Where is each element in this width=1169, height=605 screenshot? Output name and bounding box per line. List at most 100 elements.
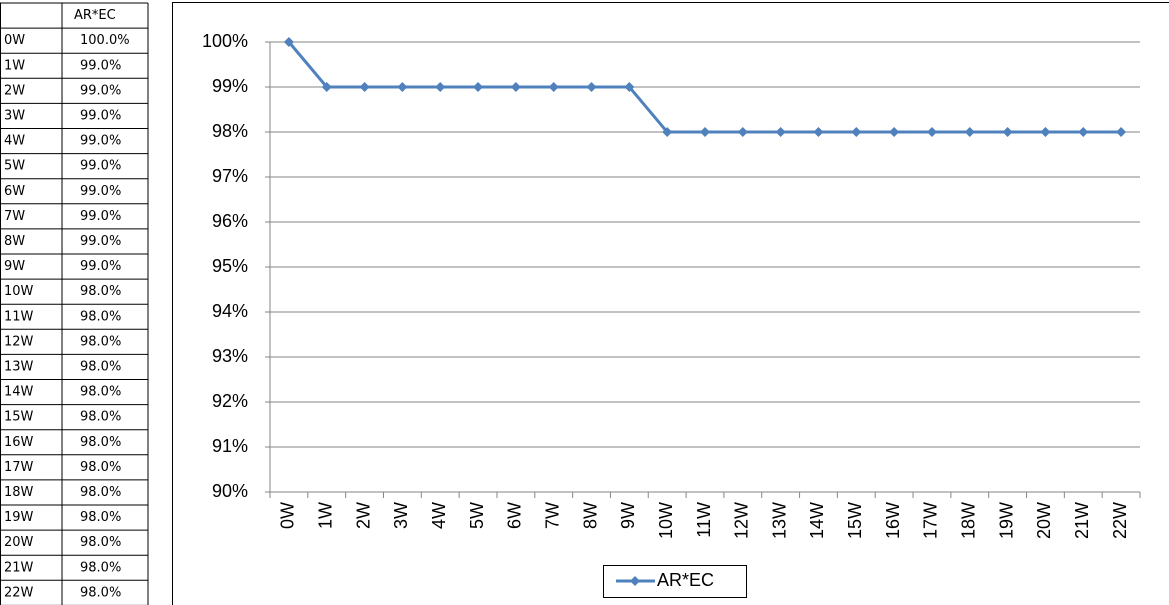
- row-header: 8W: [4, 234, 25, 249]
- table-value: 98.0%: [80, 560, 121, 575]
- legend-marker: [630, 576, 640, 586]
- data-point: [926, 127, 937, 137]
- table-value: 98.0%: [80, 435, 121, 450]
- data-point: [813, 127, 824, 137]
- x-tick-label: 11W: [694, 502, 714, 538]
- data-point: [775, 127, 786, 137]
- table-value: 98.0%: [80, 585, 121, 600]
- x-tick-label: 18W: [959, 502, 979, 539]
- x-tick-label: 13W: [769, 502, 789, 539]
- x-tick-label: 17W: [921, 502, 941, 539]
- row-header: 3W: [4, 108, 25, 123]
- x-tick-label: 10W: [656, 502, 676, 539]
- row-header: 10W: [4, 284, 34, 299]
- data-point: [964, 127, 975, 137]
- x-tick-label: 0W: [278, 502, 298, 529]
- table-value: 98.0%: [80, 460, 121, 475]
- x-tick-label: 6W: [505, 502, 525, 529]
- data-point: [662, 127, 673, 137]
- data-point: [700, 127, 710, 137]
- y-tick-label: 100%: [202, 31, 248, 51]
- x-tick-label: 22W: [1110, 502, 1130, 539]
- x-tick-label: 7W: [542, 502, 562, 529]
- y-tick-label: 99%: [212, 76, 248, 96]
- data-point: [397, 82, 408, 92]
- data-point: [851, 127, 862, 137]
- row-header: 15W: [4, 410, 34, 425]
- row-header: 18W: [4, 485, 34, 500]
- data-point: [586, 82, 597, 92]
- table-value: 99.0%: [80, 234, 121, 249]
- row-header: 5W: [4, 159, 25, 174]
- y-tick-label: 90%: [212, 481, 248, 501]
- x-tick-label: 19W: [996, 502, 1016, 539]
- data-point: [624, 82, 635, 92]
- row-header: 2W: [4, 83, 25, 98]
- row-header: 12W: [4, 334, 34, 349]
- table-value: 99.0%: [80, 108, 121, 123]
- row-header: 13W: [4, 359, 34, 374]
- y-tick-label: 97%: [212, 166, 248, 186]
- x-tick-label: 4W: [429, 502, 449, 529]
- x-tick-label: 16W: [883, 502, 903, 539]
- y-tick-label: 96%: [212, 211, 248, 231]
- x-tick-label: 2W: [353, 502, 373, 529]
- table-value: 98.0%: [80, 334, 121, 349]
- table-value: 99.0%: [80, 159, 121, 174]
- x-tick-label: 12W: [732, 502, 752, 539]
- x-tick-label: 5W: [467, 502, 487, 529]
- table-value: 99.0%: [80, 259, 121, 274]
- legend-label: AR*EC: [657, 570, 714, 590]
- x-tick-label: 15W: [845, 502, 865, 539]
- row-header: 7W: [4, 209, 25, 224]
- y-tick-label: 95%: [212, 256, 248, 276]
- table-value: 98.0%: [80, 485, 121, 500]
- data-point: [283, 37, 294, 47]
- table-value: 98.0%: [80, 284, 121, 299]
- x-tick-label: 14W: [807, 502, 827, 539]
- data-point: [321, 82, 332, 92]
- table-value: 98.0%: [80, 359, 121, 374]
- chart-frame: [172, 2, 1169, 605]
- table-value: 99.0%: [80, 58, 121, 73]
- table-value: 99.0%: [80, 209, 121, 224]
- data-point: [548, 82, 559, 92]
- x-tick-label: 20W: [1034, 502, 1054, 539]
- row-header: 16W: [4, 435, 34, 450]
- data-point: [1040, 127, 1051, 137]
- y-tick-label: 92%: [212, 391, 248, 411]
- table-value: 98.0%: [80, 309, 121, 324]
- x-tick-label: 8W: [580, 502, 600, 529]
- row-header: 1W: [4, 58, 25, 73]
- table-value: 99.0%: [80, 83, 121, 98]
- row-header: 21W: [4, 560, 34, 575]
- data-point: [737, 127, 748, 137]
- table-value: 98.0%: [80, 535, 121, 550]
- data-point: [1002, 127, 1013, 137]
- table-value: 98.0%: [80, 385, 121, 400]
- x-tick-label: 1W: [315, 502, 335, 529]
- data-point: [359, 82, 370, 92]
- y-tick-label: 93%: [212, 346, 248, 366]
- y-tick-label: 94%: [212, 301, 248, 321]
- y-tick-label: 98%: [212, 121, 248, 141]
- column-header: AR*EC: [74, 8, 116, 23]
- y-tick-label: 91%: [212, 436, 248, 456]
- row-header: 20W: [4, 535, 34, 550]
- table-value: 98.0%: [80, 510, 121, 525]
- row-header: 19W: [4, 510, 34, 525]
- x-tick-label: 9W: [618, 502, 638, 529]
- table-value: 100.0%: [80, 33, 130, 48]
- data-point: [473, 82, 484, 92]
- row-header: 11W: [4, 309, 34, 324]
- row-header: 22W: [4, 585, 34, 600]
- x-tick-label: 3W: [391, 502, 411, 529]
- row-header: 0W: [4, 33, 25, 48]
- data-point: [1078, 127, 1089, 137]
- row-header: 9W: [4, 259, 25, 274]
- row-header: 4W: [4, 134, 25, 149]
- data-point: [1116, 127, 1127, 137]
- table-value: 99.0%: [80, 134, 121, 149]
- data-point: [510, 82, 521, 92]
- data-point: [889, 127, 900, 137]
